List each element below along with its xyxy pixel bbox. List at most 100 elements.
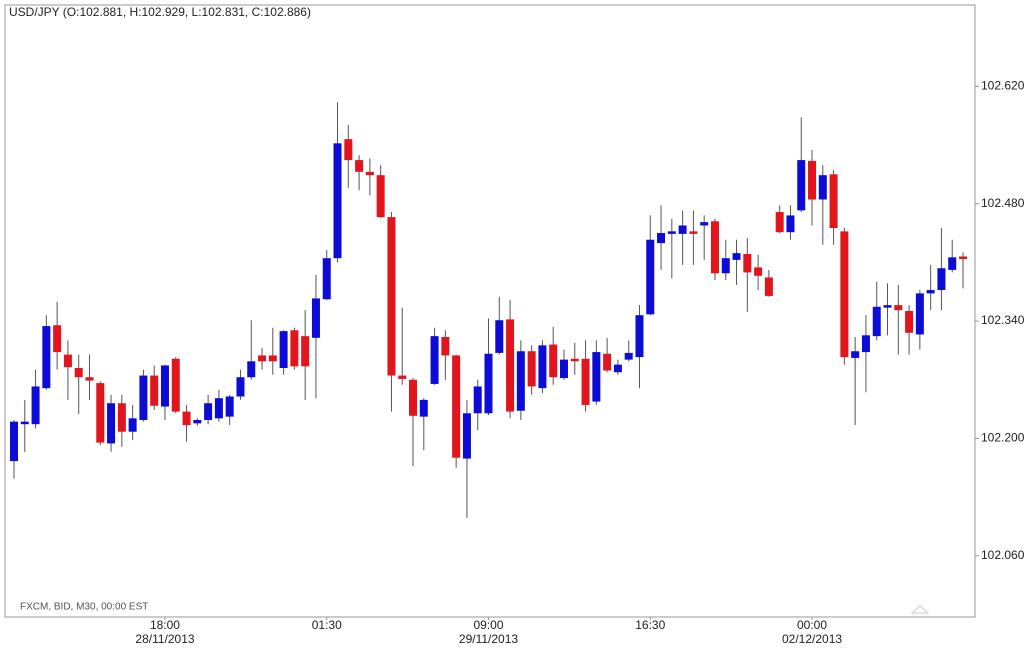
candle-body	[53, 325, 62, 353]
candle-body	[430, 336, 439, 384]
candle-body	[10, 421, 18, 462]
candle-body	[139, 375, 148, 420]
candle-body	[948, 257, 957, 270]
candle-body	[462, 413, 471, 459]
candle-body	[355, 160, 364, 172]
candle-body	[376, 175, 385, 218]
candle-body	[473, 386, 482, 414]
candle-body	[160, 365, 169, 407]
candle-body	[667, 231, 676, 234]
icon	[910, 605, 930, 614]
candle-body	[818, 175, 827, 200]
candle-body	[926, 290, 935, 294]
x-tick-label: 09:00	[473, 618, 503, 632]
candle-body	[808, 160, 817, 200]
candle-body	[959, 256, 967, 260]
candle-body	[225, 396, 234, 417]
candle-body	[754, 267, 763, 276]
candle-body	[214, 398, 223, 419]
candle-body	[915, 293, 924, 335]
x-date-label: 02/12/2013	[782, 632, 842, 646]
candle-body	[635, 315, 644, 358]
candle-body	[258, 355, 267, 362]
candle-body	[150, 375, 159, 406]
candle-body	[419, 399, 428, 417]
candle-body	[603, 353, 612, 371]
candle-body	[872, 306, 881, 337]
candle-body	[624, 352, 633, 360]
candle-body	[333, 143, 342, 259]
candle-body	[344, 139, 353, 161]
candle-body	[484, 353, 493, 414]
candle-body	[268, 355, 277, 362]
x-tick-label: 01:30	[312, 618, 342, 632]
candle-body	[322, 258, 331, 300]
candle-body	[559, 359, 568, 379]
candle-body	[581, 358, 590, 405]
candle-body	[506, 319, 515, 412]
candle-body	[527, 351, 536, 387]
candle-body	[31, 386, 40, 425]
candle-body	[894, 305, 903, 311]
candle-body	[775, 212, 784, 233]
candle-body	[398, 375, 407, 379]
candle-body	[452, 355, 461, 458]
candle-body	[117, 403, 126, 432]
candle-body	[700, 222, 709, 226]
y-tick-label: 102.480	[981, 196, 1024, 210]
candle-body	[797, 160, 806, 211]
candle-body	[549, 344, 558, 378]
candle-body	[365, 171, 374, 176]
candle-body	[441, 336, 450, 356]
candle-body	[311, 298, 320, 338]
y-tick-label: 102.200	[981, 431, 1024, 445]
candle-body	[290, 330, 299, 367]
candle-body	[236, 377, 245, 397]
candle-body	[743, 253, 752, 273]
candle-body	[171, 358, 180, 412]
candle-body	[63, 354, 72, 368]
footnote: FXCM, BID, M30, 00:00 EST	[20, 602, 148, 613]
candle-body	[247, 361, 256, 378]
candle-body	[829, 174, 838, 229]
candle-body	[786, 215, 795, 233]
candle-body	[128, 418, 137, 432]
candle-body	[495, 320, 504, 353]
candle-body	[840, 231, 849, 358]
candle-body	[905, 311, 914, 333]
candle-body	[204, 403, 213, 420]
candle-body	[678, 225, 687, 234]
chart-title: USD/JPY (O:102.881, H:102.929, L:102.831…	[9, 5, 311, 19]
candle-body	[570, 358, 579, 362]
candle-body	[883, 305, 892, 308]
candle-body	[657, 233, 666, 244]
candle-body	[387, 217, 396, 376]
y-tick-label: 102.620	[981, 78, 1024, 92]
candle-body	[851, 351, 860, 358]
x-tick-label: 16:30	[635, 618, 665, 632]
candle-body	[96, 383, 105, 443]
candle-body	[409, 379, 418, 416]
plot-area	[4, 4, 976, 618]
x-tick-label: 18:00	[150, 618, 180, 632]
x-tick-label: 00:00	[797, 618, 827, 632]
candle-body	[646, 239, 655, 315]
candle-body	[301, 336, 310, 367]
candle-body	[861, 335, 870, 353]
candle-body	[182, 411, 191, 426]
y-tick-label: 102.340	[981, 313, 1024, 327]
candle-body	[613, 364, 622, 373]
candle-body	[689, 231, 698, 234]
candle-body	[74, 368, 83, 378]
x-date-label: 28/11/2013	[135, 632, 194, 646]
y-tick-label: 102.060	[981, 548, 1024, 562]
candle-body	[20, 421, 29, 425]
candle-body	[193, 419, 202, 424]
candle-body	[710, 221, 719, 274]
candle-body	[516, 351, 525, 411]
candle-body	[732, 253, 741, 260]
candle-body	[538, 345, 547, 389]
candle-body	[592, 352, 601, 402]
candle-body	[42, 326, 51, 389]
